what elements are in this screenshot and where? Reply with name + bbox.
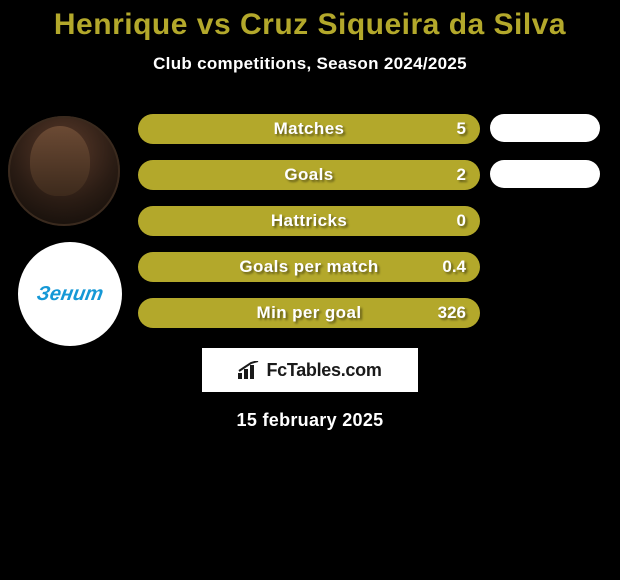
stat-value: 0.4 — [442, 252, 466, 282]
stat-bar-hattricks: Hattricks 0 — [138, 206, 480, 236]
branding-text: FcTables.com — [266, 360, 381, 381]
stat-label: Min per goal — [138, 298, 480, 328]
stat-value: 0 — [457, 206, 466, 236]
stat-label: Goals — [138, 160, 480, 190]
date-text: 15 february 2025 — [0, 410, 620, 431]
chart-icon — [238, 361, 260, 379]
stat-bar-mpg: Min per goal 326 — [138, 298, 480, 328]
player-avatar — [8, 116, 120, 226]
opponent-pill — [490, 160, 600, 188]
opponent-pills — [490, 114, 610, 344]
club-logo-text: Зенит — [35, 283, 105, 306]
stat-label: Goals per match — [138, 252, 480, 282]
comparison-area: Зенит Matches 5 Goals 2 Hattricks 0 Goal… — [0, 98, 620, 338]
stat-bars: Matches 5 Goals 2 Hattricks 0 Goals per … — [138, 114, 480, 344]
subtitle: Club competitions, Season 2024/2025 — [0, 54, 620, 74]
page-title: Henrique vs Cruz Siqueira da Silva — [0, 8, 620, 42]
stat-bar-matches: Matches 5 — [138, 114, 480, 144]
stat-bar-goals: Goals 2 — [138, 160, 480, 190]
opponent-pill — [490, 114, 600, 142]
stat-value: 2 — [457, 160, 466, 190]
club-logo: Зенит — [18, 242, 122, 346]
stat-label: Matches — [138, 114, 480, 144]
vs-text: vs — [197, 8, 231, 41]
branding-badge: FcTables.com — [202, 348, 418, 392]
player-b-name: Cruz Siqueira da Silva — [240, 8, 566, 41]
stat-label: Hattricks — [138, 206, 480, 236]
player-a-name: Henrique — [54, 8, 188, 41]
stat-value: 5 — [457, 114, 466, 144]
stat-value: 326 — [438, 298, 466, 328]
root: Henrique vs Cruz Siqueira da Silva Club … — [0, 0, 620, 431]
stat-bar-gpm: Goals per match 0.4 — [138, 252, 480, 282]
